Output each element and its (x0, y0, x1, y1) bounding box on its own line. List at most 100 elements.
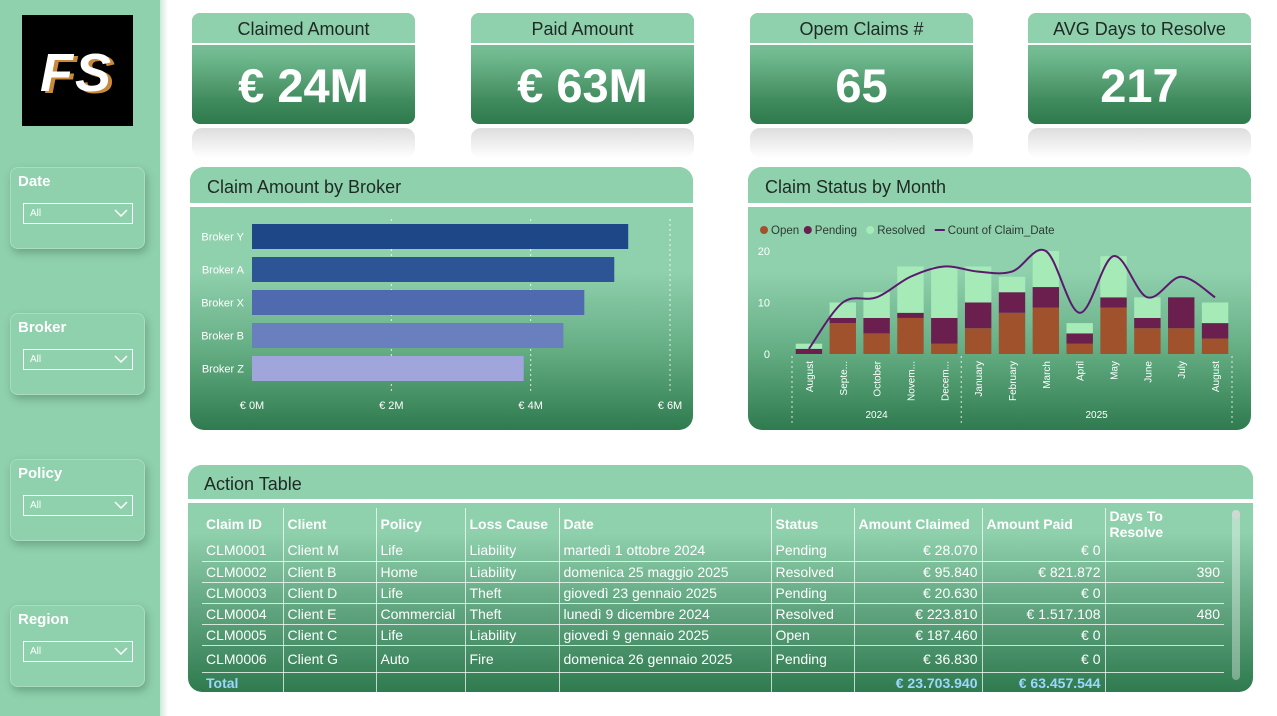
table-cell: Theft (465, 603, 560, 625)
status-bar-segment (1066, 333, 1093, 344)
kpi-open-claims[interactable]: Opem Claims # 65 (750, 13, 973, 124)
table-scroll-thumb[interactable] (1232, 510, 1240, 519)
table-cell: Life (376, 624, 466, 646)
date-dropdown[interactable]: All (23, 203, 133, 224)
total-empty-cell (771, 671, 855, 692)
month-label: March (1042, 361, 1053, 389)
status-stacked-chart[interactable]: Open Pending Resolved Count of Claim_Date 0 1… (748, 211, 1251, 430)
policy-dropdown-value: All (30, 500, 42, 511)
column-header[interactable]: Policy (376, 508, 466, 540)
status-bar-segment (829, 323, 856, 354)
status-bar-segment (897, 312, 924, 318)
table-cell: Client D (283, 582, 377, 604)
status-bar-segment (829, 317, 856, 324)
status-bar-segment (998, 312, 1026, 354)
y-tick-label: 10 (758, 298, 770, 310)
table-cell: € 1.517.108 (982, 603, 1106, 625)
table-cell: Client E (283, 603, 377, 625)
table-row[interactable]: CLM0006 Client G Auto Fire domenica 26 genna… (202, 645, 1224, 673)
table-cell (1105, 582, 1224, 604)
column-header[interactable]: Status (771, 508, 855, 540)
status-bar-segment (1134, 317, 1161, 329)
broker-bar (252, 356, 524, 381)
table-cell: Home (376, 561, 466, 583)
broker-slicer: Broker All (10, 313, 145, 395)
month-label: Septe... (839, 361, 850, 395)
table-row[interactable]: CLM0005 Client C Life Liability giovedì 9 ge… (202, 624, 1224, 646)
table-cell: € 0 (982, 624, 1106, 646)
status-bar-segment (1201, 302, 1229, 324)
table-cell: Open (771, 624, 855, 646)
y-tick-label: 0 (764, 349, 770, 361)
policy-dropdown[interactable]: All (23, 495, 133, 516)
table-cell: CLM0001 (202, 540, 284, 562)
broker-bar (252, 323, 564, 348)
chevron-down-icon (114, 647, 128, 656)
kpi-reflection (192, 128, 415, 158)
policy-slicer: Policy All (10, 459, 145, 541)
month-label: August (805, 361, 816, 392)
month-label: Novem... (906, 361, 917, 401)
status-bar-segment (998, 292, 1026, 313)
table-cell: domenica 25 maggio 2025 (559, 561, 772, 583)
status-bar-segment (1032, 251, 1060, 288)
broker-dropdown[interactable]: All (23, 349, 133, 370)
chevron-down-icon (114, 501, 128, 510)
date-slicer-title: Date (18, 173, 51, 190)
table-cell: Pending (771, 540, 855, 562)
chevron-down-icon (114, 209, 128, 218)
chevron-down-icon (114, 355, 128, 364)
table-cell: Pending (771, 645, 855, 673)
table-cell: € 187.460 (854, 624, 983, 646)
broker-label: Broker Z (202, 364, 244, 376)
year-label: 2024 (865, 410, 888, 421)
table-cell: € 821.872 (982, 561, 1106, 583)
table-cell: 390 (1105, 561, 1224, 583)
table-cell: € 223.810 (854, 603, 983, 625)
column-header[interactable]: Amount Claimed (854, 508, 983, 540)
table-scrollbar[interactable] (1232, 510, 1240, 680)
x-tick-label: € 0M (240, 400, 264, 412)
table-header-row: Claim ID Client Policy Loss Cause Date S… (202, 508, 1224, 540)
panel-header: Action Table (188, 465, 1253, 503)
table-cell: giovedì 23 gennaio 2025 (559, 582, 772, 604)
status-bar-segment (1134, 328, 1161, 354)
broker-bar (252, 224, 629, 249)
month-label: June (1143, 361, 1154, 383)
month-label: October (873, 360, 884, 396)
column-header[interactable]: Days To Resolve (1109, 508, 1164, 540)
table-row[interactable]: CLM0002 Client B Home Liability domenica 25 … (202, 561, 1224, 583)
column-header[interactable]: Client (283, 508, 377, 540)
table-cell (1105, 540, 1224, 562)
broker-bar-chart[interactable]: € 0M € 2M € 4M € 6M Broker Y Broker A Broker X… (190, 211, 693, 430)
month-label: May (1110, 361, 1121, 380)
status-bar-segment (1100, 297, 1127, 308)
legend-label: Resolved (877, 225, 925, 237)
column-header[interactable]: Amount Paid (982, 508, 1106, 540)
kpi-paid-amount[interactable]: Paid Amount € 63M (471, 13, 694, 124)
kpi-claimed-amount[interactable]: Claimed Amount € 24M (192, 13, 415, 124)
table-cell: 480 (1105, 603, 1224, 625)
claim-status-by-month-panel: Claim Status by Month Open Pending Resolve… (748, 167, 1251, 430)
x-tick-label: € 4M (518, 400, 542, 412)
table-row[interactable]: CLM0003 Client D Life Theft giovedì 23 genna… (202, 582, 1224, 604)
table-row[interactable]: CLM0001 Client M Life Liability martedì 1 ot… (202, 540, 1224, 562)
kpi-value: 65 (835, 59, 888, 112)
panel-title: Action Table (204, 474, 302, 494)
table-cell: € 28.070 (854, 540, 983, 562)
total-empty-cell (465, 671, 560, 692)
table-cell: martedì 1 ottobre 2024 (559, 540, 772, 562)
column-header[interactable]: Date (559, 508, 772, 540)
column-header[interactable]: Claim ID (202, 508, 284, 540)
legend-marker (803, 226, 812, 234)
status-bar-segment (1168, 328, 1195, 354)
column-header[interactable]: Loss Cause (465, 508, 560, 540)
broker-slicer-title: Broker (18, 319, 67, 336)
region-dropdown[interactable]: All (23, 641, 133, 662)
total-empty-cell (376, 671, 466, 692)
policy-slicer-title: Policy (18, 465, 63, 482)
kpi-avg-days[interactable]: AVG Days to Resolve 217 (1028, 13, 1251, 124)
table-row[interactable]: CLM0004 Client E Commercial Theft lunedì 9 d… (202, 603, 1224, 625)
table-cell: Liability (465, 624, 560, 646)
month-label: July (1177, 361, 1188, 379)
